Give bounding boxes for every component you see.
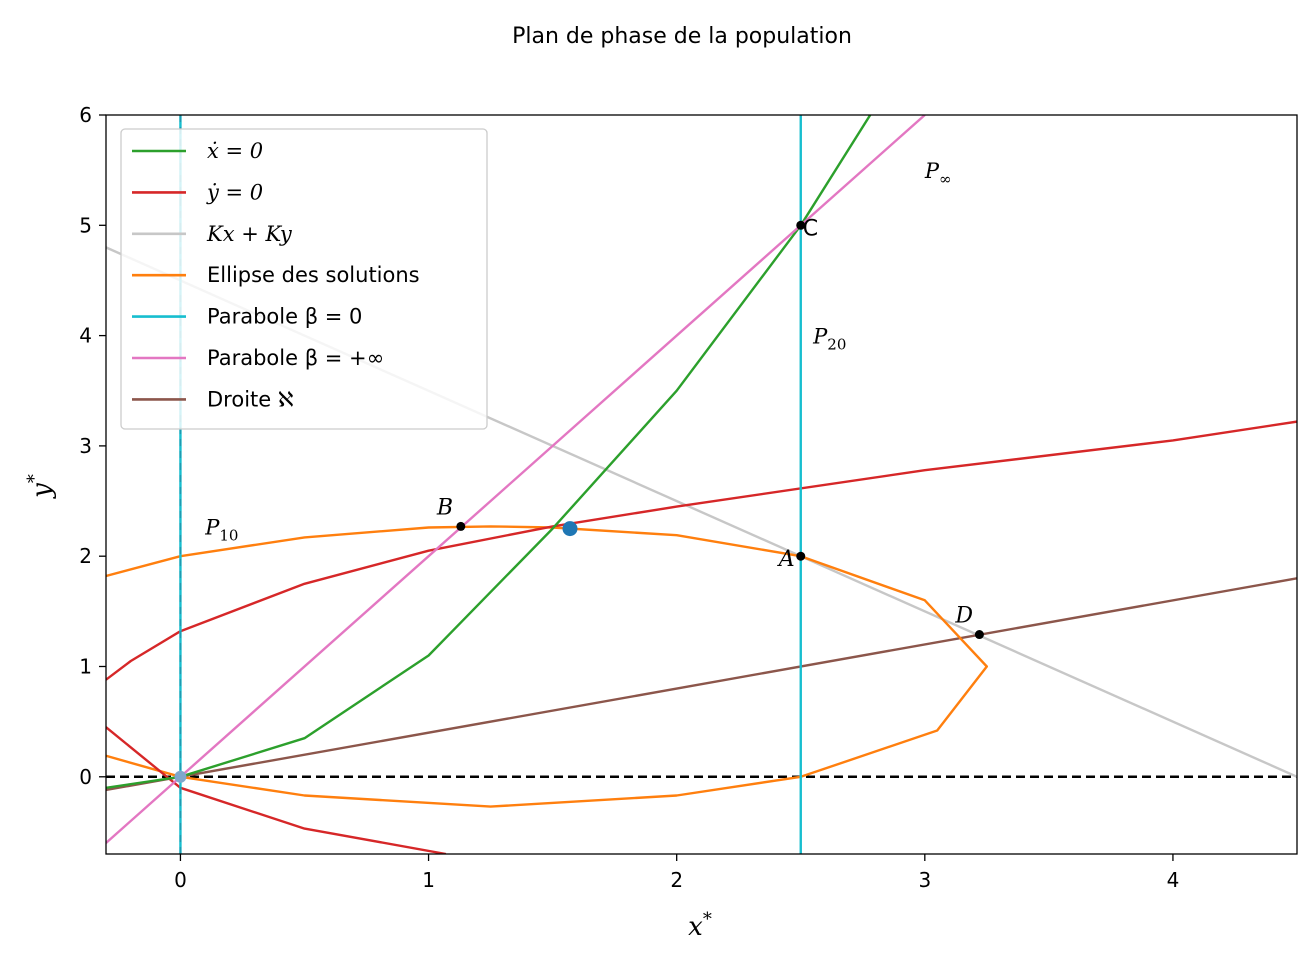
y-tick-label-6: 6	[79, 103, 92, 127]
chart-title: Plan de phase de la population	[512, 24, 852, 49]
x-tick-label-3: 3	[918, 868, 931, 892]
legend: ẋ = 0 ẏ = 0 Kx + Ky Ellipse des solutions Pa…	[120, 128, 488, 430]
x-tick-label-1: 1	[422, 868, 435, 892]
legend-item-6: Parabole β = +∞	[132, 346, 384, 370]
legend-frame	[120, 128, 488, 430]
point-label-b: B	[436, 495, 453, 520]
x-tick-label-0: 0	[174, 868, 187, 892]
point-c	[796, 220, 806, 230]
origin-point	[174, 770, 187, 783]
point-b	[456, 521, 466, 531]
legend-label-3: Kx + Ky	[206, 222, 293, 246]
y-tick-label-5: 5	[79, 213, 92, 237]
series-line-4	[106, 525, 988, 808]
x-tick-label-2: 2	[670, 868, 683, 892]
legend-item-1: ẋ = 0	[132, 139, 263, 163]
y-tick-label-1: 1	[79, 654, 92, 678]
series-line-1	[106, 115, 872, 789]
legend-item-4: Ellipse des solutions	[132, 263, 420, 287]
series-line-2-branch-1	[106, 726, 447, 854]
plot-frame	[105, 114, 1298, 855]
y-tick-label-4: 4	[79, 324, 92, 348]
legend-label-7: Droite ℵ	[207, 387, 294, 411]
legend-item-3: Kx + Ky	[132, 222, 293, 246]
y-tick-label-0: 0	[79, 765, 92, 789]
point-d	[974, 630, 984, 640]
legend-item-7: Droite ℵ	[132, 387, 294, 411]
point-label-c: C	[803, 216, 818, 241]
legend-label-2: ẏ = 0	[206, 180, 263, 204]
y-axis-label: y*	[24, 474, 57, 499]
x-axis-label: x*	[688, 909, 712, 942]
annotation-1: P∞	[924, 159, 952, 188]
axes-layer: 0 1 2 3 4 0 1 2 3 4 5 6 x* y*	[24, 103, 1179, 942]
annotation-2: P20	[812, 325, 846, 354]
equilibrium-point	[562, 521, 578, 537]
point-label-d: D	[954, 604, 973, 629]
point-a	[796, 551, 806, 561]
y-tick-label-2: 2	[79, 544, 92, 568]
legend-label-4: Ellipse des solutions	[207, 263, 420, 287]
legend-item-2: ẏ = 0	[132, 180, 263, 204]
marks-layer: A B C D P∞ P20 P10	[174, 159, 984, 783]
legend-label-1: ẋ = 0	[207, 139, 263, 163]
legend-label-6: Parabole β = +∞	[207, 346, 384, 370]
legend-label-5: Parabole β = 0	[207, 305, 362, 329]
series-line-6	[106, 115, 926, 844]
series-line-2-branch-2	[106, 420, 1297, 681]
annotation-3: P10	[204, 515, 238, 544]
legend-item-5: Parabole β = 0	[132, 305, 362, 329]
point-label-a: A	[777, 547, 795, 572]
y-tick-label-3: 3	[79, 434, 92, 458]
x-tick-label-4: 4	[1167, 868, 1180, 892]
series-line-7	[106, 577, 1297, 792]
